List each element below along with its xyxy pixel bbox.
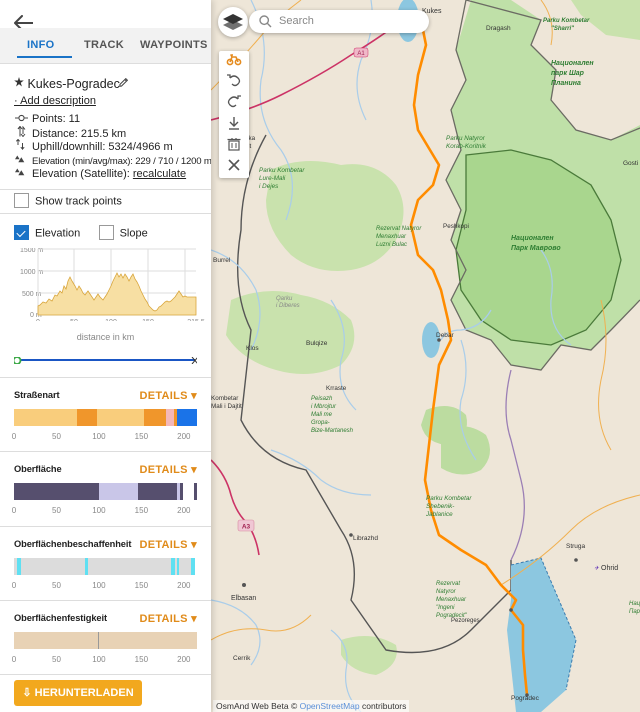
svg-text:Parku Kombetar: Parku Kombetar [259, 167, 305, 174]
svg-text:Peisazh: Peisazh [311, 396, 333, 402]
svg-text:0: 0 [36, 319, 40, 321]
svg-text:Librazhd: Librazhd [353, 535, 378, 542]
svg-text:Luzni Bulac: Luzni Bulac [376, 242, 407, 248]
svg-text:Natyror: Natyror [436, 589, 457, 595]
svg-text:A1: A1 [357, 51, 365, 57]
svg-text:Menaxhuar: Menaxhuar [436, 597, 467, 603]
svg-text:Rezervat: Rezervat [436, 581, 460, 587]
svg-text:A3: A3 [242, 524, 251, 531]
svg-text:Bize-Martanesh: Bize-Martanesh [311, 428, 354, 434]
svg-text:Парк Маврово: Парк Маврово [511, 245, 561, 252]
svg-text:Gosti: Gosti [623, 160, 638, 167]
svg-text:Krraste: Krraste [326, 385, 347, 392]
svg-text:Lure-Mali: Lure-Mali [259, 175, 286, 182]
svg-text:Mali me: Mali me [311, 412, 333, 418]
svg-text:100: 100 [105, 319, 117, 321]
svg-text:Cerrik: Cerrik [233, 655, 251, 662]
svg-text:"Ingeni: "Ingeni [436, 605, 455, 611]
svg-text:Parku Kombetar: Parku Kombetar [426, 495, 472, 502]
svg-text:Национален: Национален [629, 601, 640, 607]
svg-text:50: 50 [70, 319, 78, 321]
svg-text:Национален: Национален [551, 60, 594, 67]
svg-text:Struga: Struga [566, 543, 586, 550]
svg-text:Dragash: Dragash [486, 25, 511, 32]
svg-text:Парк Галичица: Парк Галичица [629, 609, 640, 615]
svg-text:Elbasan: Elbasan [231, 595, 256, 602]
svg-text:1000 m: 1000 m [20, 269, 44, 276]
svg-text:Mali i Dajtit: Mali i Dajtit [211, 403, 242, 410]
svg-text:i Mbrojtur: i Mbrojtur [311, 404, 337, 410]
svg-text:500 m: 500 m [22, 291, 42, 298]
svg-text:Menaxhuar: Menaxhuar [376, 234, 407, 240]
svg-text:парк Шар: парк Шар [551, 70, 585, 77]
svg-text:Gropa-: Gropa- [311, 420, 330, 426]
svg-text:Debar: Debar [436, 332, 455, 339]
svg-text:Bulqize: Bulqize [306, 340, 328, 347]
svg-text:i Diberes: i Diberes [276, 303, 300, 309]
svg-text:Ohrid: Ohrid [601, 565, 618, 572]
svg-text:Jablanice: Jablanice [425, 511, 453, 518]
svg-text:Shebenik-: Shebenik- [426, 503, 454, 510]
svg-text:Peshkopi: Peshkopi [443, 223, 469, 230]
svg-text:Kombetar: Kombetar [211, 395, 238, 402]
svg-text:Pogradecit": Pogradecit" [436, 613, 468, 619]
svg-text:i Dejes: i Dejes [259, 183, 279, 190]
svg-text:"Sharri": "Sharri" [551, 26, 574, 32]
svg-text:Планина: Планина [551, 80, 581, 87]
svg-text:Qarku: Qarku [276, 296, 293, 302]
svg-text:Korab-Koritnik: Korab-Koritnik [446, 143, 487, 150]
svg-text:Rezervat Natyror: Rezervat Natyror [376, 226, 422, 232]
svg-text:Burrel: Burrel [213, 257, 231, 264]
svg-text:215.5: 215.5 [187, 319, 205, 321]
svg-text:Parku Kombetar: Parku Kombetar [543, 18, 590, 24]
svg-text:Klos: Klos [246, 345, 259, 352]
svg-text:Parku Natyror: Parku Natyror [446, 135, 486, 142]
svg-text:Pogradec: Pogradec [511, 695, 540, 702]
svg-text:Национален: Национален [511, 235, 554, 242]
svg-text:150: 150 [142, 319, 154, 321]
